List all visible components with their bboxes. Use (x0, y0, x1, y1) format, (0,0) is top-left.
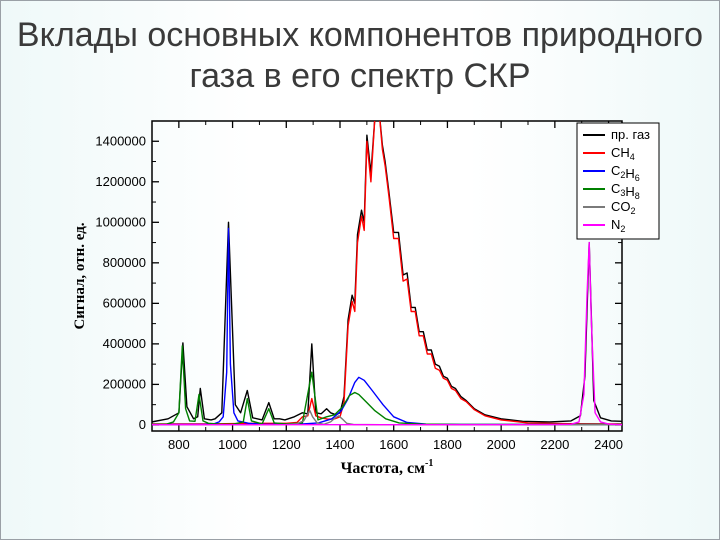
svg-text:600000: 600000 (103, 295, 146, 310)
svg-text:200000: 200000 (103, 376, 146, 391)
svg-text:1000: 1000 (218, 437, 247, 452)
svg-text:Частота, см-1: Частота, см-1 (341, 458, 434, 477)
svg-text:0: 0 (139, 417, 146, 432)
slide-title: Вклады основных компонентов природного г… (1, 15, 719, 97)
svg-text:2400: 2400 (594, 437, 623, 452)
svg-text:2200: 2200 (540, 437, 569, 452)
svg-text:1800: 1800 (433, 437, 462, 452)
svg-text:400000: 400000 (103, 336, 146, 351)
svg-text:800: 800 (168, 437, 190, 452)
svg-text:2000: 2000 (487, 437, 516, 452)
svg-text:800000: 800000 (103, 255, 146, 270)
svg-text:1200000: 1200000 (95, 174, 146, 189)
svg-text:1400: 1400 (326, 437, 355, 452)
svg-text:1000000: 1000000 (95, 214, 146, 229)
spectrum-chart: 800 1000 1200 1400 1600 1800 2000 2200 2400 0 2000… (57, 109, 667, 509)
svg-text:1600: 1600 (379, 437, 408, 452)
svg-text:1400000: 1400000 (95, 133, 146, 148)
chart-svg: 800 1000 1200 1400 1600 1800 2000 2200 2400 0 2000… (57, 109, 667, 509)
slide: Вклады основных компонентов природного г… (0, 0, 720, 540)
svg-text:пр. газ: пр. газ (611, 127, 650, 142)
svg-text:Сигнал, отн. ед.: Сигнал, отн. ед. (72, 222, 88, 329)
svg-text:1200: 1200 (272, 437, 301, 452)
